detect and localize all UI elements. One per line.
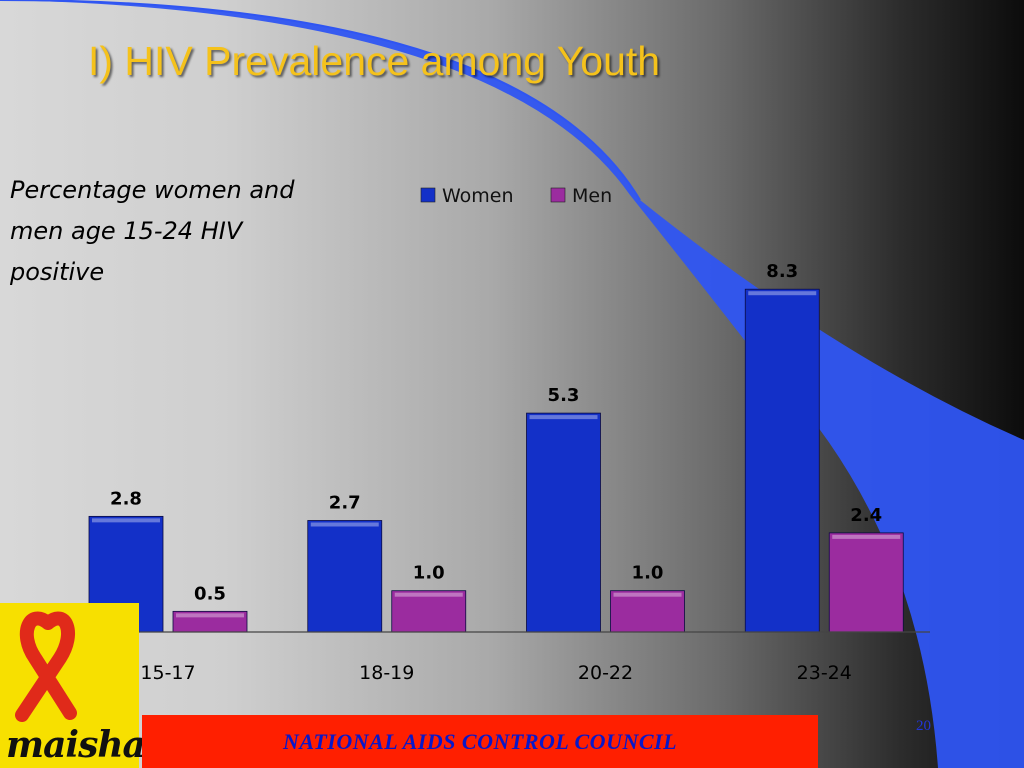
x-axis-ticks: 15-17 18-19 20-22 23-24 [140,662,851,684]
value-label-women-15-17: 2.8 [110,488,142,509]
logo-text: maisha! [6,724,161,766]
x-tick-label-23-24: 23-24 [797,662,852,684]
bar-highlight [310,522,379,527]
value-label-women-23-24: 8.3 [766,261,798,282]
bar-highlight [613,592,682,597]
legend-label-women: Women [442,185,514,207]
bar-highlight [92,518,160,523]
x-tick-label-15-17: 15-17 [140,662,195,684]
value-label-men-15-17: 0.5 [194,583,226,604]
chart-bars: 2.8 2.7 5.3 8.3 0.5 1.0 1.0 2.4 [88,261,904,633]
chart-subtitle: Percentage women and men age 15-24 HIV p… [10,176,295,286]
value-label-men-18-19: 1.0 [413,563,445,584]
legend-label-men: Men [572,185,612,207]
footer-banner: NATIONAL AIDS CONTROL COUNCIL [142,715,818,768]
bar-men-23-24 [828,532,904,633]
decorative-arc-line [0,0,641,201]
maisha-logo: maisha! [0,603,161,768]
bar-women-20-22 [526,412,601,633]
bar-men-20-22 [610,590,685,633]
x-tick-label-18-19: 18-19 [359,662,414,684]
legend-swatch-women [420,187,436,203]
bar-highlight [832,534,901,539]
bar-women-18-19 [307,520,383,633]
value-label-men-20-22: 1.0 [632,563,664,584]
bar-women-23-24 [744,288,820,633]
value-label-women-18-19: 2.7 [329,492,361,513]
legend-swatch-men [550,187,566,203]
page-number: 20 [916,718,931,734]
bar-highlight [748,291,817,296]
bar-men-18-19 [391,590,467,633]
x-tick-label-20-22: 20-22 [578,662,633,684]
red-ribbon-icon [15,611,77,722]
value-label-men-23-24: 2.4 [850,505,882,526]
chart-legend: Women Men [420,185,612,207]
bar-highlight [176,613,244,618]
value-label-women-20-22: 5.3 [548,385,580,406]
bar-highlight [529,415,598,420]
footer-text: NATIONAL AIDS CONTROL COUNCIL [282,728,678,754]
bar-highlight [394,592,463,597]
slide-title: I) HIV Prevalence among Youth [88,38,661,84]
